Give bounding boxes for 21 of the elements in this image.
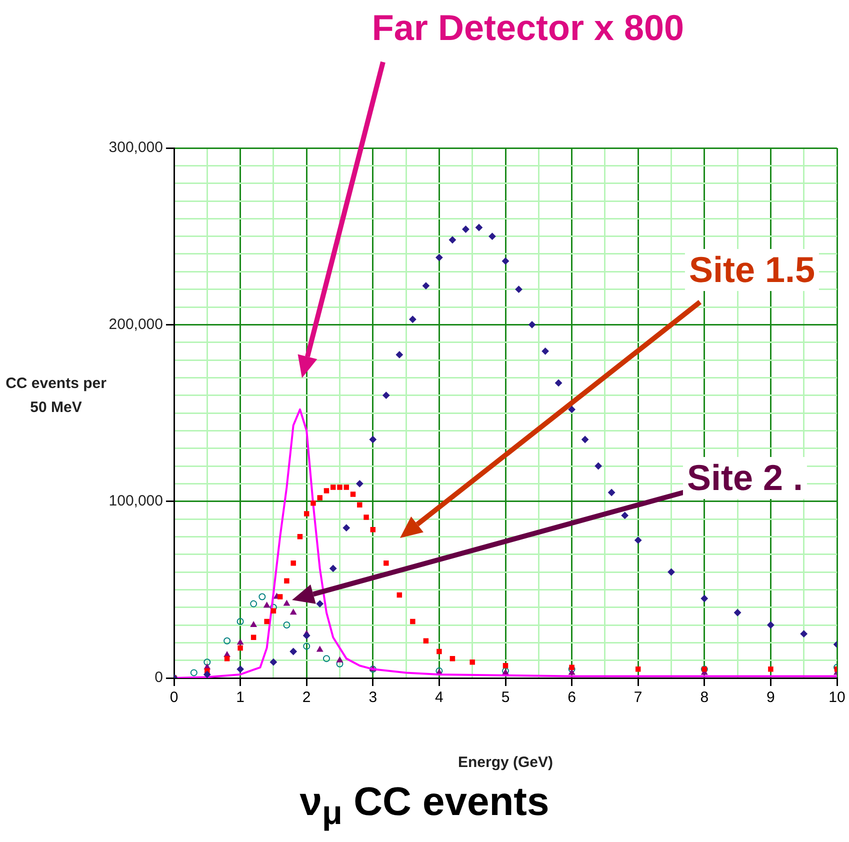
y-tick-label: 100,000: [108, 492, 163, 510]
x-tick-label: 5: [501, 689, 510, 706]
x-tick-label: 6: [568, 689, 576, 706]
y-tick-label: 0: [154, 669, 163, 686]
y-axis-title: CC events per 50 MeV: [4, 374, 108, 418]
x-tick-label: 9: [766, 689, 775, 706]
x-axis-title: Energy (GeV): [458, 754, 554, 772]
x-tick-label: 1: [236, 689, 244, 706]
text: Far Detector x 800: [368, 7, 688, 49]
x-tick-label: 7: [634, 689, 642, 706]
x-tick-label: 8: [700, 689, 709, 706]
y-tick-label: 200,000: [108, 316, 163, 333]
x-tick-label: 3: [368, 689, 378, 706]
annotation: Site 2 .: [682, 457, 808, 499]
x-tick-label: 10: [828, 689, 846, 706]
annotation: Site 1.5: [684, 249, 820, 291]
y-tick-label: 300,000: [108, 139, 163, 156]
x-tick-label: 2: [302, 689, 311, 706]
x-tick-label: 0: [170, 689, 178, 706]
text: ν$_{μ}$ CC events: [298, 780, 550, 833]
x-tick-label: 4: [435, 689, 444, 706]
